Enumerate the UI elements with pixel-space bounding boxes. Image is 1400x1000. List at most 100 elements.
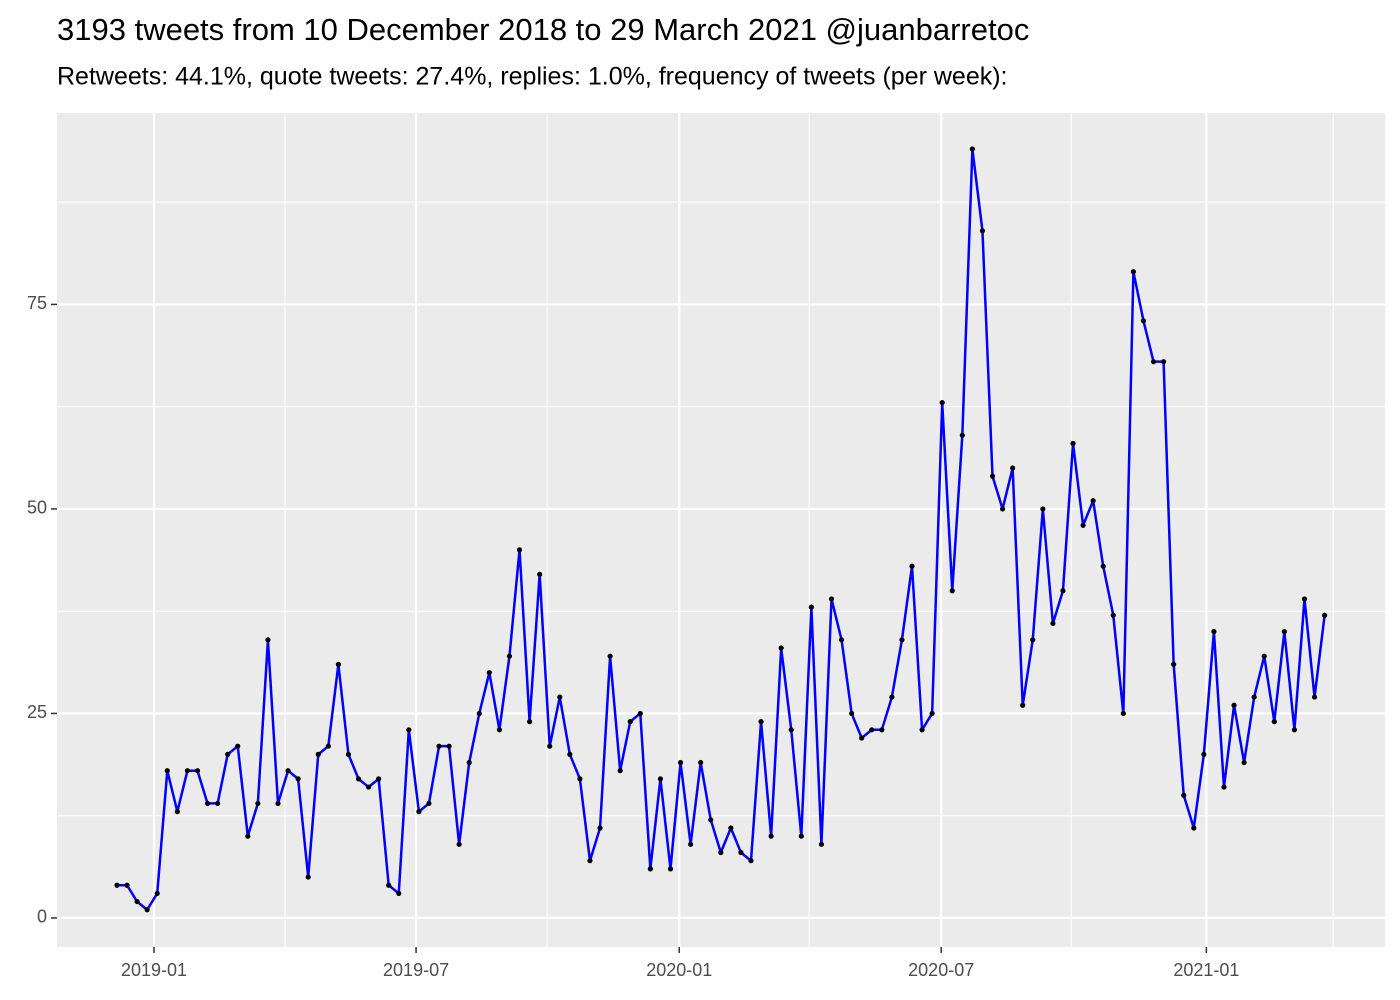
data-point <box>557 694 563 700</box>
data-point <box>667 866 674 872</box>
data-point <box>919 727 925 733</box>
data-point <box>587 858 593 864</box>
data-point <box>768 833 774 839</box>
data-point <box>1140 318 1147 324</box>
data-point <box>204 800 211 807</box>
data-point <box>265 637 271 643</box>
data-point <box>1100 563 1106 569</box>
x-tick-label: 2021-01 <box>1173 960 1239 980</box>
data-point <box>1160 359 1167 365</box>
data-point <box>627 719 633 725</box>
data-point <box>889 694 895 700</box>
data-point <box>154 890 160 897</box>
data-point <box>194 768 201 774</box>
data-point <box>516 547 523 553</box>
data-point <box>708 817 714 823</box>
data-point <box>315 751 321 757</box>
data-point <box>818 841 825 847</box>
data-point <box>1110 612 1116 618</box>
data-point <box>607 653 613 659</box>
data-point <box>215 800 221 807</box>
data-point <box>436 743 442 749</box>
data-point <box>798 833 804 839</box>
data-point <box>637 710 643 717</box>
data-point <box>526 719 533 725</box>
data-point <box>748 858 754 864</box>
data-point <box>275 800 281 807</box>
data-point <box>365 784 372 790</box>
data-point <box>134 898 140 905</box>
data-point <box>758 719 764 725</box>
data-point <box>879 727 885 733</box>
data-point <box>597 825 603 831</box>
data-point <box>426 800 432 807</box>
data-point <box>849 710 855 717</box>
data-point <box>1322 612 1328 618</box>
data-point <box>496 727 502 733</box>
data-point <box>376 776 382 782</box>
data-point <box>939 399 945 406</box>
data-point <box>114 882 120 888</box>
data-point <box>567 751 573 757</box>
data-point <box>355 776 362 782</box>
data-point <box>255 800 261 807</box>
data-point <box>999 506 1006 512</box>
y-tick-label: 0 <box>37 907 47 927</box>
data-point <box>1020 702 1026 708</box>
data-point <box>476 710 482 717</box>
data-point <box>446 743 452 749</box>
data-point <box>386 882 392 888</box>
data-point <box>979 228 986 234</box>
data-point <box>698 759 704 766</box>
data-point <box>164 768 170 774</box>
data-point <box>1120 710 1126 717</box>
data-point <box>869 727 875 733</box>
data-point <box>1211 629 1217 635</box>
x-tick-label: 2019-01 <box>121 960 187 980</box>
data-point <box>295 776 301 782</box>
data-point <box>1130 269 1137 275</box>
data-point <box>838 637 845 643</box>
data-point <box>688 841 694 847</box>
data-point <box>406 727 412 733</box>
data-point <box>456 841 462 847</box>
data-point <box>778 645 784 651</box>
chart-subtitle: Retweets: 44.1%, quote tweets: 27.4%, re… <box>57 63 1008 91</box>
data-point <box>1221 784 1227 790</box>
plot-panel <box>57 113 1385 947</box>
data-point <box>1261 653 1267 659</box>
data-point <box>657 776 664 782</box>
data-point <box>174 809 180 815</box>
data-point <box>225 751 231 757</box>
data-point <box>245 833 251 839</box>
data-point <box>1201 751 1207 757</box>
data-point <box>325 743 331 749</box>
data-point <box>788 727 794 733</box>
data-point <box>738 849 744 856</box>
data-point <box>859 735 865 741</box>
data-point <box>1181 792 1187 798</box>
data-point <box>989 473 996 479</box>
data-point <box>1301 596 1308 602</box>
data-point <box>1251 694 1257 700</box>
data-point <box>677 759 684 766</box>
data-point <box>1080 522 1086 528</box>
data-point <box>1030 637 1036 643</box>
data-point <box>305 874 311 880</box>
data-point <box>959 432 965 438</box>
x-tick-label: 2020-07 <box>908 960 974 980</box>
data-point <box>949 588 955 594</box>
data-point <box>335 661 341 667</box>
data-point <box>969 146 975 152</box>
data-point <box>1241 759 1247 766</box>
data-point <box>1171 661 1177 667</box>
chart-title: 3193 tweets from 10 December 2018 to 29 … <box>57 12 1029 47</box>
data-point <box>718 849 724 856</box>
data-point <box>1271 719 1277 725</box>
data-point <box>1311 694 1318 700</box>
data-point <box>537 571 543 577</box>
data-point <box>486 669 492 676</box>
x-tick-label: 2020-01 <box>646 960 712 980</box>
data-point <box>285 768 291 774</box>
data-point <box>617 768 623 774</box>
